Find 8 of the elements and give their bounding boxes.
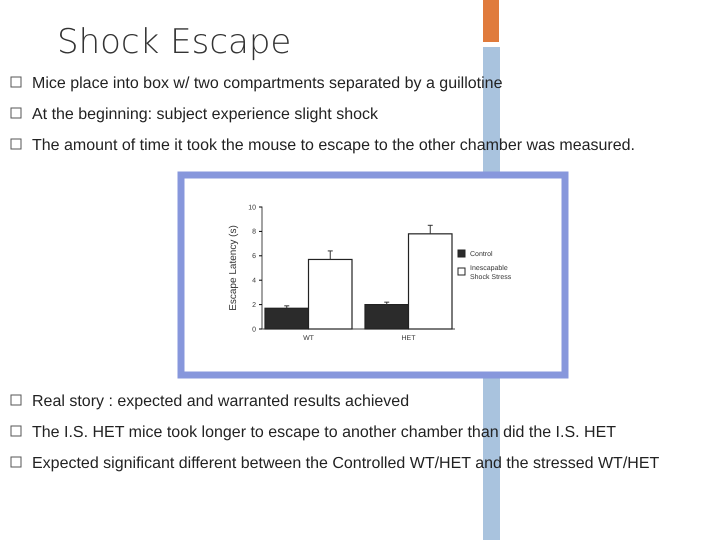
text: The amount of time it took the mouse to escape to the other chamber was measured.: [32, 137, 635, 154]
y-axis-title: Escape Latency (s): [228, 225, 239, 311]
text: The I.S. HET mice took longer to escape to another chamber than did the I.S. HET: [32, 424, 616, 441]
text: Expected significant different between the Controlled WT/HET and the stressed WT/HET: [32, 455, 660, 472]
chart-title: Shock Escape: [57, 22, 292, 62]
text: Real story : expected and warranted results achieved: [32, 393, 410, 410]
text: At the beginning: subject experience slight shock: [32, 106, 379, 123]
text: Mice place into box w/ two compartments separated by a guillotine: [32, 75, 503, 92]
